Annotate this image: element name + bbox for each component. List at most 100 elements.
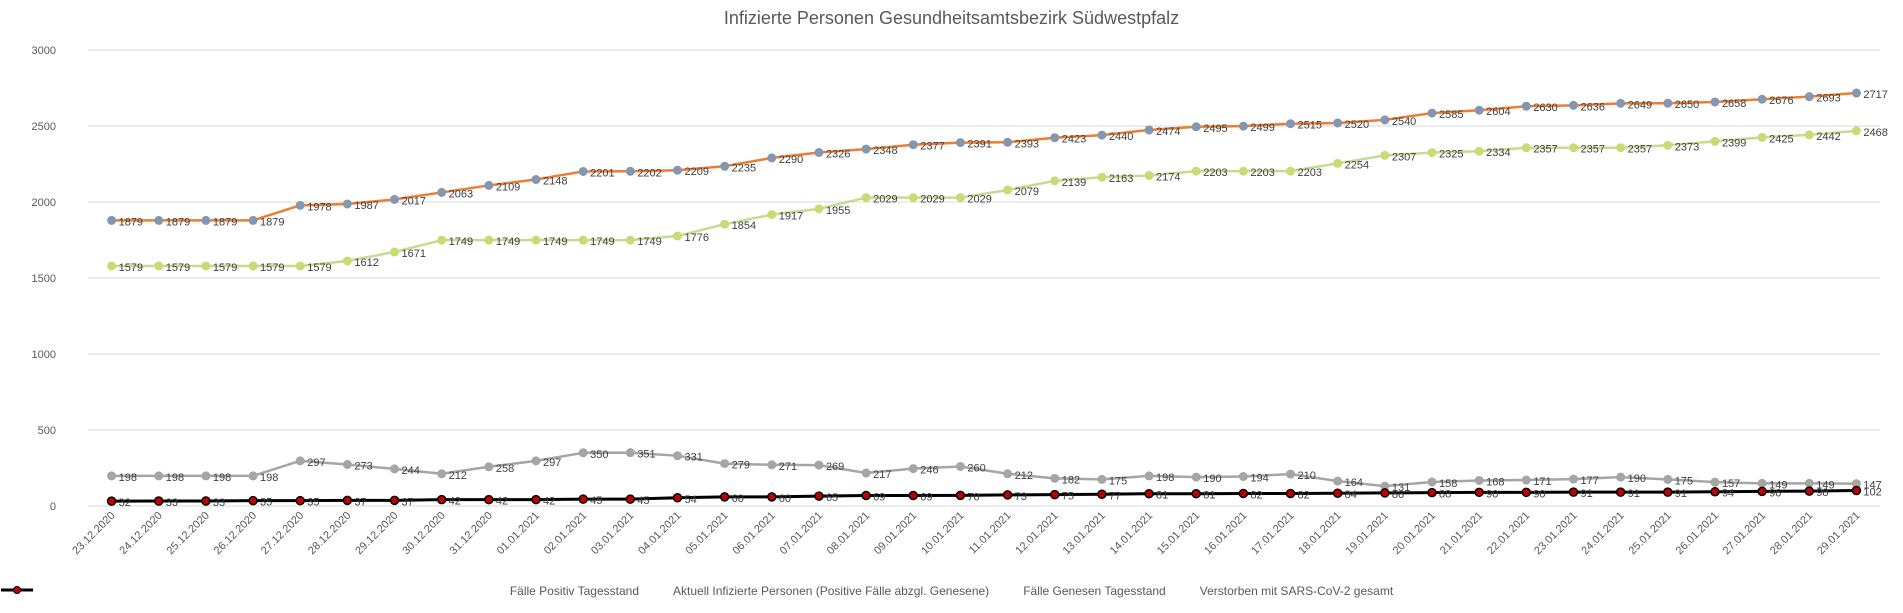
series-point bbox=[861, 468, 871, 478]
data-label: 198 bbox=[166, 472, 184, 484]
data-label: 158 bbox=[1439, 478, 1457, 490]
x-tick-label: 25.01.2021 bbox=[1626, 510, 1673, 557]
x-tick-label: 01.01.2021 bbox=[495, 510, 542, 557]
series-point bbox=[484, 180, 494, 190]
data-label: 81 bbox=[1203, 490, 1215, 502]
data-label: 2425 bbox=[1769, 133, 1793, 145]
data-label: 2148 bbox=[543, 176, 567, 188]
series-point bbox=[1615, 487, 1626, 497]
data-label: 33 bbox=[166, 497, 178, 509]
series-point bbox=[153, 496, 164, 506]
data-label: 60 bbox=[779, 493, 791, 505]
data-label: 2650 bbox=[1675, 99, 1699, 111]
series-point bbox=[1427, 477, 1437, 487]
data-label: 2391 bbox=[967, 139, 991, 151]
data-label: 351 bbox=[637, 449, 655, 461]
series-point bbox=[1568, 487, 1579, 497]
data-label: 2163 bbox=[1109, 173, 1133, 185]
series-point bbox=[1521, 487, 1532, 498]
y-tick-label: 0 bbox=[50, 501, 56, 513]
x-tick-label: 19.01.2021 bbox=[1344, 510, 1391, 557]
series-point bbox=[814, 147, 824, 157]
series-point bbox=[248, 471, 258, 481]
data-label: 2235 bbox=[732, 162, 756, 174]
series-point bbox=[672, 231, 682, 241]
data-label: 42 bbox=[543, 496, 555, 508]
series-point bbox=[767, 153, 777, 163]
data-label: 271 bbox=[779, 461, 797, 473]
y-tick-label: 2000 bbox=[32, 197, 56, 209]
series-point bbox=[955, 461, 965, 471]
data-label: 273 bbox=[354, 461, 372, 473]
series-point bbox=[154, 261, 164, 271]
x-tick-label: 17.01.2021 bbox=[1249, 510, 1296, 557]
data-label: 2201 bbox=[590, 167, 614, 179]
series-point bbox=[625, 166, 635, 176]
data-label: 175 bbox=[1109, 475, 1127, 487]
data-label: 2029 bbox=[920, 194, 944, 206]
x-tick-label: 14.01.2021 bbox=[1108, 510, 1155, 557]
series-point bbox=[1191, 166, 1201, 176]
series-point bbox=[1191, 122, 1201, 132]
series-point bbox=[719, 492, 730, 502]
x-tick-label: 16.01.2021 bbox=[1202, 510, 1249, 557]
series-point bbox=[1521, 143, 1531, 153]
series-point bbox=[436, 494, 447, 505]
data-label: 212 bbox=[449, 470, 467, 482]
series-point bbox=[625, 235, 635, 245]
series-point bbox=[1003, 469, 1013, 479]
data-label: 45 bbox=[590, 495, 602, 507]
data-label: 1776 bbox=[684, 232, 708, 244]
series-point bbox=[672, 165, 682, 175]
series-point bbox=[295, 456, 305, 466]
data-label: 2423 bbox=[1062, 134, 1086, 146]
data-label: 45 bbox=[637, 495, 649, 507]
series-point bbox=[107, 261, 117, 271]
series-point bbox=[342, 199, 352, 209]
legend-label: Verstorben mit SARS-CoV-2 gesamt bbox=[1199, 584, 1394, 598]
data-label: 269 bbox=[826, 461, 844, 473]
data-label: 2373 bbox=[1675, 141, 1699, 153]
series-point bbox=[578, 235, 588, 245]
series-point bbox=[248, 215, 258, 225]
data-label: 1749 bbox=[449, 236, 473, 248]
data-label: 1579 bbox=[119, 262, 143, 274]
series-point bbox=[295, 200, 305, 210]
x-tick-label: 29.01.2021 bbox=[1815, 510, 1862, 557]
y-tick-label: 1000 bbox=[32, 349, 56, 361]
data-label: 2307 bbox=[1392, 151, 1416, 163]
x-tick-label: 26.01.2021 bbox=[1674, 510, 1721, 557]
series-point bbox=[342, 460, 352, 470]
series-point bbox=[1191, 472, 1201, 482]
series-point bbox=[814, 491, 824, 501]
y-tick-label: 2500 bbox=[32, 121, 56, 133]
series-point bbox=[201, 471, 211, 481]
x-tick-label: 02.01.2021 bbox=[542, 510, 589, 557]
series-point bbox=[484, 462, 494, 472]
series-point bbox=[1757, 486, 1767, 497]
data-label: 2474 bbox=[1156, 126, 1180, 138]
x-tick-label: 22.01.2021 bbox=[1485, 510, 1532, 557]
data-label: 88 bbox=[1439, 489, 1451, 501]
x-tick-label: 09.01.2021 bbox=[872, 510, 919, 557]
data-label: 149 bbox=[1769, 479, 1787, 491]
data-label: 2636 bbox=[1580, 101, 1604, 113]
series-point bbox=[390, 194, 400, 204]
series-point bbox=[389, 495, 400, 506]
series-point bbox=[1616, 98, 1626, 108]
data-label: 2676 bbox=[1769, 95, 1793, 107]
legend-swatch-marker bbox=[13, 586, 21, 594]
series-point bbox=[1333, 158, 1343, 168]
x-tick-label: 06.01.2021 bbox=[730, 510, 777, 557]
series-point bbox=[955, 193, 965, 203]
series-point bbox=[1568, 100, 1578, 110]
series-point bbox=[1427, 148, 1437, 158]
data-label: 2203 bbox=[1250, 167, 1274, 179]
series-point bbox=[1097, 489, 1107, 500]
data-label: 91 bbox=[1580, 488, 1592, 500]
data-label: 198 bbox=[260, 472, 278, 484]
series-point bbox=[1097, 474, 1107, 484]
data-label: 1987 bbox=[354, 200, 378, 212]
data-label: 1854 bbox=[732, 220, 756, 232]
series-point bbox=[248, 261, 258, 271]
